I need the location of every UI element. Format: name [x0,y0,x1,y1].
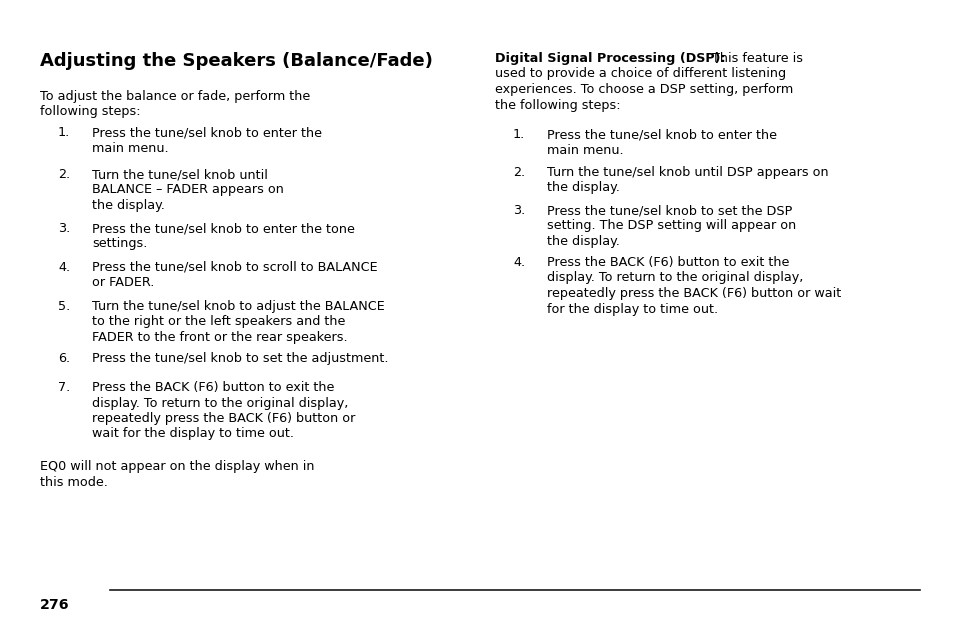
Text: 5.: 5. [58,300,71,313]
Text: repeatedly press the BACK (F6) button or: repeatedly press the BACK (F6) button or [91,412,355,425]
Text: 7.: 7. [58,381,71,394]
Text: Adjusting the Speakers (Balance/Fade): Adjusting the Speakers (Balance/Fade) [40,52,433,70]
Text: settings.: settings. [91,237,147,251]
Text: Press the BACK (F6) button to exit the: Press the BACK (F6) button to exit the [91,381,334,394]
Text: 1.: 1. [513,128,525,141]
Text: 276: 276 [40,598,70,612]
Text: This feature is: This feature is [707,52,802,65]
Text: Press the BACK (F6) button to exit the: Press the BACK (F6) button to exit the [546,256,788,269]
Text: 4.: 4. [58,261,71,274]
Text: 1.: 1. [58,126,71,139]
Text: 3.: 3. [58,222,71,235]
Text: setting. The DSP setting will appear on: setting. The DSP setting will appear on [546,219,796,233]
Text: Turn the tune/sel knob to adjust the BALANCE: Turn the tune/sel knob to adjust the BAL… [91,300,384,313]
Text: To adjust the balance or fade, perform the: To adjust the balance or fade, perform t… [40,90,310,103]
Text: 2.: 2. [513,166,524,179]
Text: FADER to the front or the rear speakers.: FADER to the front or the rear speakers. [91,331,347,344]
Text: BALANCE – FADER appears on: BALANCE – FADER appears on [91,184,284,197]
Text: 3.: 3. [513,204,525,217]
Text: the following steps:: the following steps: [495,99,620,111]
Text: wait for the display to time out.: wait for the display to time out. [91,427,294,441]
Text: experiences. To choose a DSP setting, perform: experiences. To choose a DSP setting, pe… [495,83,792,96]
Text: repeatedly press the BACK (F6) button or wait: repeatedly press the BACK (F6) button or… [546,287,841,300]
Text: Turn the tune/sel knob until DSP appears on: Turn the tune/sel knob until DSP appears… [546,166,828,179]
Text: Press the tune/sel knob to enter the: Press the tune/sel knob to enter the [91,126,322,139]
Text: Press the tune/sel knob to set the adjustment.: Press the tune/sel knob to set the adjus… [91,352,388,365]
Text: Press the tune/sel knob to set the DSP: Press the tune/sel knob to set the DSP [546,204,792,217]
Text: the display.: the display. [546,181,619,195]
Text: the display.: the display. [546,235,619,248]
Text: following steps:: following steps: [40,106,140,118]
Text: EQ0 will not appear on the display when in: EQ0 will not appear on the display when … [40,460,314,473]
Text: main menu.: main menu. [546,144,623,156]
Text: used to provide a choice of different listening: used to provide a choice of different li… [495,67,785,81]
Text: 6.: 6. [58,352,71,365]
Text: the display.: the display. [91,199,165,212]
Text: to the right or the left speakers and the: to the right or the left speakers and th… [91,315,345,329]
Text: display. To return to the original display,: display. To return to the original displ… [91,396,348,410]
Text: or FADER.: or FADER. [91,277,154,289]
Text: Press the tune/sel knob to enter the tone: Press the tune/sel knob to enter the ton… [91,222,355,235]
Text: 2.: 2. [58,168,71,181]
Text: Digital Signal Processing (DSP):: Digital Signal Processing (DSP): [495,52,725,65]
Text: this mode.: this mode. [40,476,108,488]
Text: 4.: 4. [513,256,524,269]
Text: display. To return to the original display,: display. To return to the original displ… [546,272,802,284]
Text: Press the tune/sel knob to scroll to BALANCE: Press the tune/sel knob to scroll to BAL… [91,261,377,274]
Text: Turn the tune/sel knob until: Turn the tune/sel knob until [91,168,268,181]
Text: for the display to time out.: for the display to time out. [546,303,718,315]
Text: main menu.: main menu. [91,141,169,155]
Text: Press the tune/sel knob to enter the: Press the tune/sel knob to enter the [546,128,776,141]
